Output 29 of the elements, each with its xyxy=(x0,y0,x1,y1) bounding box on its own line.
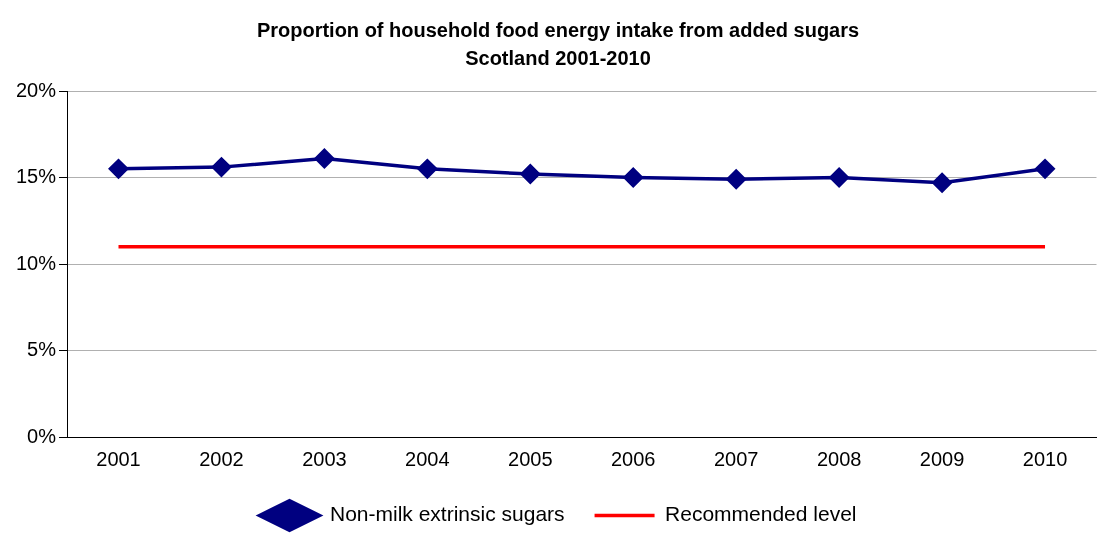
x-tick-label: 2001 xyxy=(96,447,141,470)
y-tick-label: 20% xyxy=(16,78,57,101)
x-tick-label: 2006 xyxy=(610,447,656,470)
y-tick-label: 0% xyxy=(27,424,57,447)
point xyxy=(1035,159,1055,179)
x-tick-label: 2004 xyxy=(405,447,450,470)
x-tick-label: 2010 xyxy=(1022,447,1068,470)
point xyxy=(520,164,541,184)
point xyxy=(829,167,849,188)
legend-label: Non-milk extrinsic sugars xyxy=(330,502,565,526)
x-tick-label: 2008 xyxy=(816,447,862,470)
x-tick-label: 2009 xyxy=(919,447,965,470)
point xyxy=(932,172,952,193)
x-tick-label: 2003 xyxy=(302,447,347,470)
point xyxy=(623,167,643,188)
chart-subtitle: Scotland 2001-2010 xyxy=(465,46,651,69)
y-tick-label: 5% xyxy=(27,338,57,361)
point xyxy=(211,157,232,177)
point xyxy=(726,169,746,189)
x-tick-label: 2005 xyxy=(508,447,553,470)
chart-title: Proportion of household food energy intake from added sugars xyxy=(256,18,860,41)
point xyxy=(108,159,129,179)
legend-label: Recommended level xyxy=(665,502,857,526)
x-tick-label: 2007 xyxy=(713,447,759,470)
point xyxy=(417,159,438,179)
point xyxy=(314,148,335,169)
y-tick-label: 15% xyxy=(16,165,57,188)
x-tick-label: 2002 xyxy=(199,447,244,470)
y-tick-label: 10% xyxy=(16,251,57,274)
